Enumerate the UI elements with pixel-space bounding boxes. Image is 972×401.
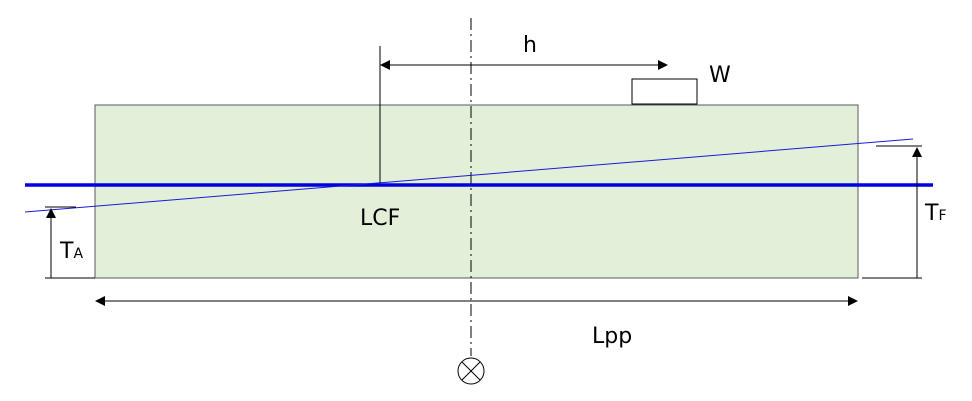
fwd-draught-label-main: T — [924, 201, 939, 226]
aft-draught-label-main: T — [59, 239, 74, 264]
aft-draught-label: TA — [59, 239, 83, 264]
h-label: h — [523, 33, 537, 58]
fwd-draught-label: TF — [924, 201, 947, 226]
aft-draught-label-sub: A — [73, 246, 83, 262]
midship-section-icon — [457, 357, 485, 385]
lpp-label: Lpp — [592, 324, 632, 349]
fwd-draught-label-sub: F — [938, 208, 946, 224]
hull-body — [94, 104, 859, 279]
lcf-label: LCF — [360, 206, 400, 231]
trimmed-waterline — [24, 138, 914, 213]
w-label: W — [709, 63, 731, 88]
weight-block — [631, 78, 698, 105]
